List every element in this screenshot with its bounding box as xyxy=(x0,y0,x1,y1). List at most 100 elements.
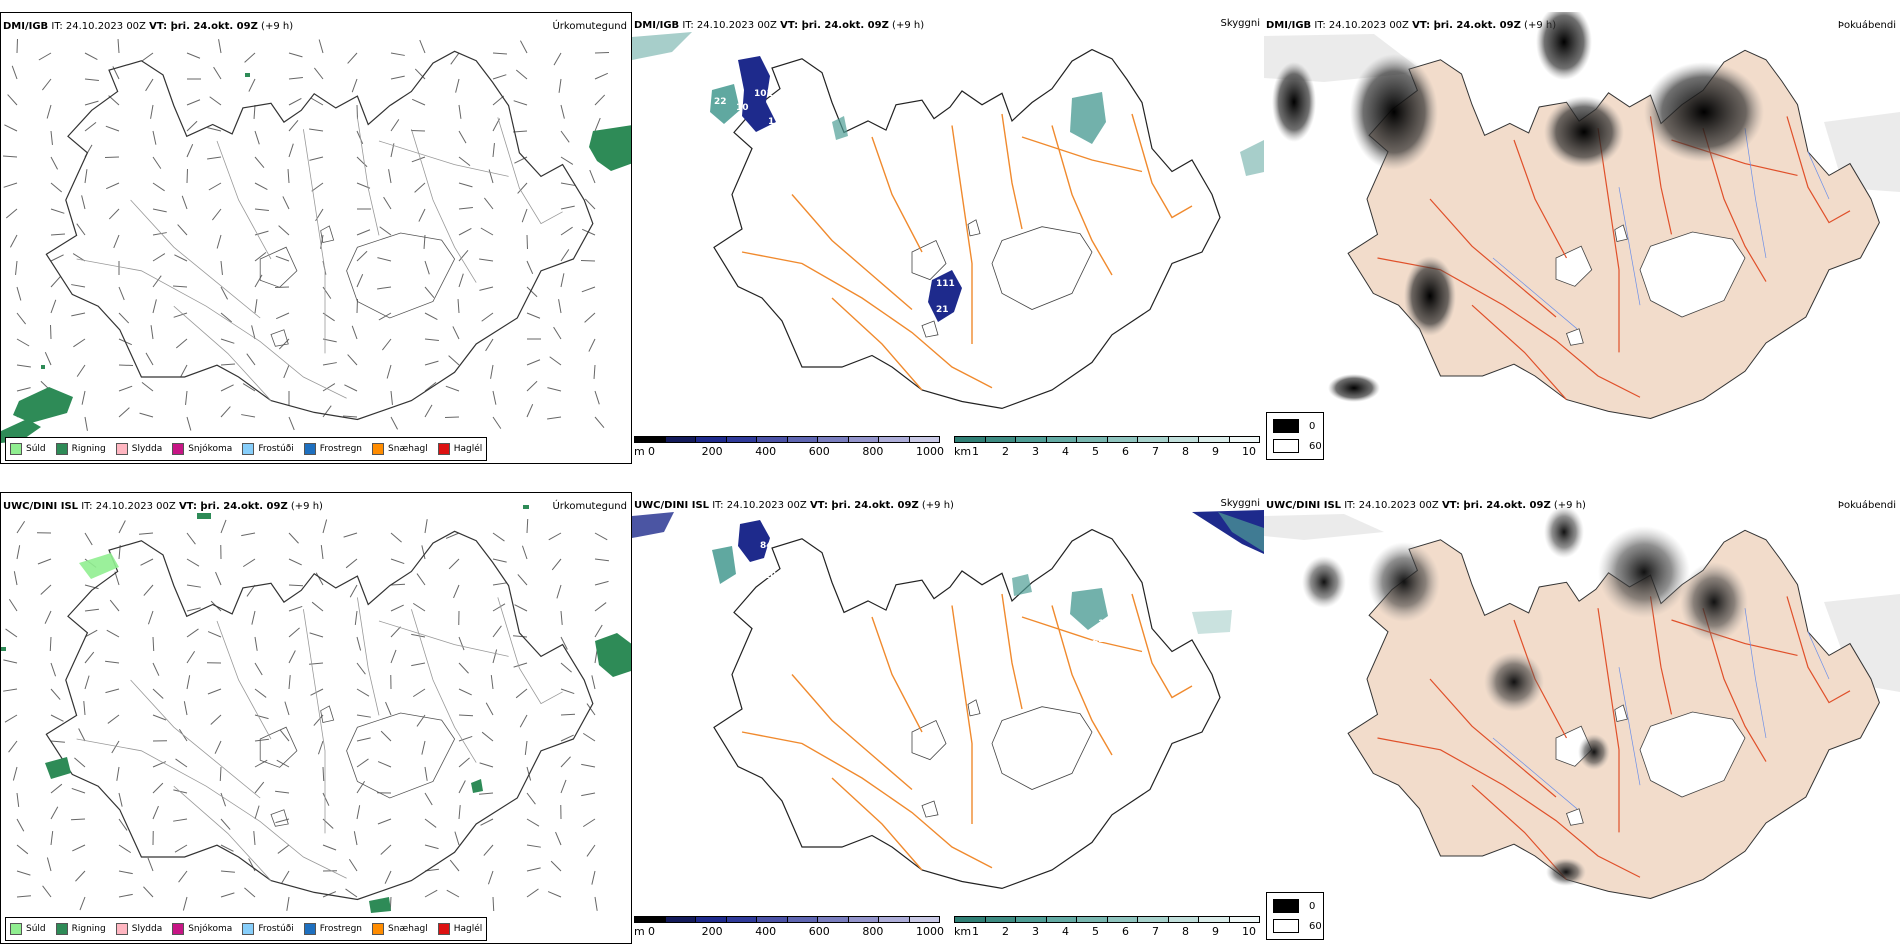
wind-barb xyxy=(560,156,574,165)
wind-barb xyxy=(38,52,52,61)
colorbar-tick: 200 xyxy=(701,445,723,458)
wind-barb xyxy=(50,208,65,214)
legend-label: 0 xyxy=(1309,420,1316,432)
wind-barb xyxy=(390,583,406,586)
colorbar-tick: 8 xyxy=(1182,925,1189,938)
legend-swatch xyxy=(10,923,22,935)
colorbar-tick: 1 xyxy=(972,445,979,458)
wind-barb xyxy=(458,156,471,167)
visibility-panel-1: DMI/IGB IT: 24.10.2023 00Z VT: þri. 24.o… xyxy=(632,12,1264,464)
colorbar-tick: 10 xyxy=(1242,445,1256,458)
legend-label: Frostregn xyxy=(319,924,363,934)
precip-legend-item: Frostregn xyxy=(303,923,363,935)
wind-barb xyxy=(214,740,222,754)
legend-swatch xyxy=(10,443,22,455)
wind-barb xyxy=(116,766,120,781)
wind-barb xyxy=(254,130,260,145)
valid-time: VT: þri. 24.okt. 09Z xyxy=(1441,500,1551,511)
wind-barb xyxy=(50,299,57,314)
wind-barb xyxy=(322,519,328,534)
wind-barb xyxy=(492,52,508,55)
colorbar-tick: 6 xyxy=(1122,925,1129,938)
wind-barb xyxy=(50,688,61,700)
wind-barb xyxy=(560,205,575,210)
wind-barb xyxy=(560,273,565,288)
wind-barb xyxy=(492,532,505,542)
wind-barb xyxy=(345,558,358,569)
wind-barb xyxy=(521,208,528,223)
wind-barb xyxy=(479,762,494,768)
wind-barb xyxy=(479,286,494,291)
wind-barb xyxy=(16,792,20,807)
wind-barb xyxy=(107,714,120,724)
wind-barb xyxy=(254,738,269,742)
wind-barb xyxy=(383,196,392,210)
wind-barb xyxy=(186,416,192,431)
wind-barb xyxy=(175,758,188,768)
wind-barb xyxy=(553,326,562,340)
wind-barb xyxy=(152,253,166,262)
wind-barb xyxy=(589,169,596,184)
wind-barb xyxy=(560,779,567,794)
wind-barb xyxy=(344,384,358,392)
wind-barb xyxy=(277,844,290,854)
wind-barb xyxy=(343,532,358,538)
legend-label: Rigning xyxy=(71,444,106,454)
wind-barb xyxy=(254,662,263,676)
wind-barb xyxy=(448,355,460,366)
precip-legend-item: Haglél xyxy=(437,923,482,935)
wind-barb xyxy=(379,226,392,236)
model-name: UWC/DINI ISL xyxy=(634,500,710,511)
wind-barb xyxy=(390,626,401,638)
wind-barb xyxy=(186,52,201,59)
wind-barb xyxy=(558,299,562,314)
wind-barb xyxy=(209,96,222,106)
wind-barb xyxy=(414,68,426,80)
wind-barb xyxy=(84,608,99,612)
wind-barb xyxy=(207,631,222,638)
panel-header: UWC/DINI ISL IT: 24.10.2023 00Z VT: þri.… xyxy=(3,501,323,512)
wind-barb xyxy=(377,257,392,262)
wind-barb xyxy=(347,354,358,366)
wind-barb xyxy=(492,625,502,638)
wind-barb xyxy=(283,364,290,379)
panel-type-label: Skyggni xyxy=(1220,18,1260,29)
legend-label: Súld xyxy=(26,924,46,934)
wind-barb xyxy=(288,584,304,587)
wind-barb xyxy=(414,182,426,193)
wind-barb xyxy=(581,792,596,797)
wind-barb xyxy=(309,156,324,161)
precip-legend: Súld Rigning Slydda Snjókoma Frostúði Frostre… xyxy=(5,917,488,941)
model-name: UWC/DINI ISL xyxy=(1266,500,1342,511)
wind-barb xyxy=(481,731,494,742)
init-time: IT: 24.10.2023 00Z xyxy=(682,20,777,31)
wind-barb xyxy=(424,792,433,806)
wind-barb xyxy=(445,532,460,539)
wind-barb xyxy=(492,896,495,912)
wind-barb xyxy=(588,338,596,352)
wind-barb xyxy=(118,312,130,324)
wind-barb xyxy=(558,78,562,93)
wind-barb xyxy=(356,758,369,768)
legend-swatch xyxy=(1273,439,1299,453)
wind-barb xyxy=(487,870,494,885)
wind-barb xyxy=(242,558,256,568)
colorbar-tick: 400 xyxy=(755,925,777,938)
vis-patches xyxy=(710,56,1264,322)
wind-barb xyxy=(287,168,290,184)
wind-barb xyxy=(594,72,608,80)
wind-barb xyxy=(453,584,460,599)
wind-barb xyxy=(480,818,494,826)
precip-legend-item: Haglél xyxy=(437,443,482,455)
wind-barb xyxy=(526,888,539,898)
colorbar-tick: 600 xyxy=(808,925,830,938)
wind-barb xyxy=(118,792,123,807)
precip-legend-item: Slydda xyxy=(115,443,162,455)
wind-barb xyxy=(594,896,598,911)
wind-barb xyxy=(526,518,529,534)
wind-barb xyxy=(246,353,256,366)
wind-barb xyxy=(349,584,358,598)
cloud-legend: 0 60 xyxy=(1266,412,1324,460)
wind-barb xyxy=(78,728,86,742)
